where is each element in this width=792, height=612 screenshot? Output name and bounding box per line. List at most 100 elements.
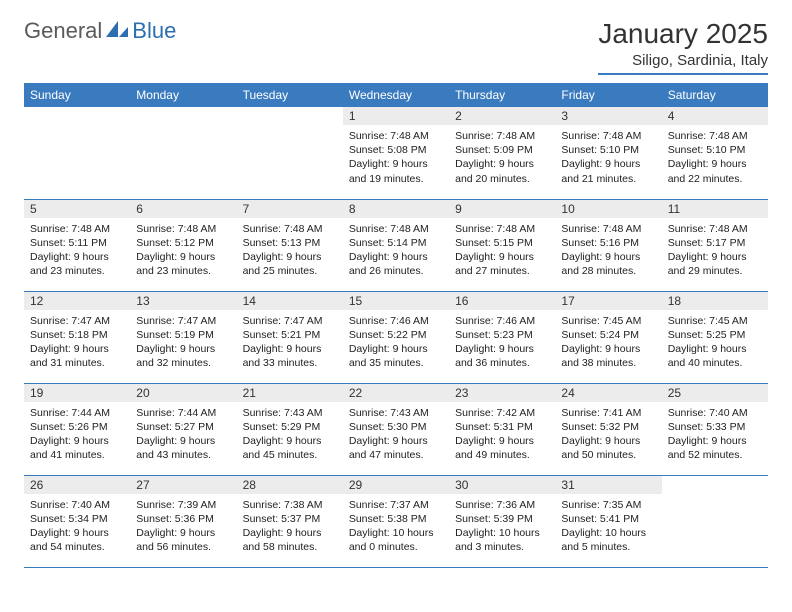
calendar-day-cell: 16Sunrise: 7:46 AMSunset: 5:23 PMDayligh…	[449, 291, 555, 383]
calendar-day-cell: 1Sunrise: 7:48 AMSunset: 5:08 PMDaylight…	[343, 107, 449, 199]
weekday-header: Saturday	[662, 83, 768, 107]
calendar-day-cell: 12Sunrise: 7:47 AMSunset: 5:18 PMDayligh…	[24, 291, 130, 383]
day-details: Sunrise: 7:42 AMSunset: 5:31 PMDaylight:…	[449, 402, 555, 469]
day-number: 19	[24, 384, 130, 402]
day-details: Sunrise: 7:36 AMSunset: 5:39 PMDaylight:…	[449, 494, 555, 561]
day-details: Sunrise: 7:48 AMSunset: 5:14 PMDaylight:…	[343, 218, 449, 285]
calendar-day-cell	[24, 107, 130, 199]
weekday-header: Sunday	[24, 83, 130, 107]
day-details: Sunrise: 7:39 AMSunset: 5:36 PMDaylight:…	[130, 494, 236, 561]
day-details: Sunrise: 7:45 AMSunset: 5:25 PMDaylight:…	[662, 310, 768, 377]
calendar-week-row: 26Sunrise: 7:40 AMSunset: 5:34 PMDayligh…	[24, 475, 768, 567]
calendar-day-cell: 28Sunrise: 7:38 AMSunset: 5:37 PMDayligh…	[237, 475, 343, 567]
day-details: Sunrise: 7:38 AMSunset: 5:37 PMDaylight:…	[237, 494, 343, 561]
brand-text-general: General	[24, 18, 102, 44]
day-number	[237, 107, 343, 125]
calendar-day-cell: 19Sunrise: 7:44 AMSunset: 5:26 PMDayligh…	[24, 383, 130, 475]
day-number	[130, 107, 236, 125]
calendar-day-cell: 22Sunrise: 7:43 AMSunset: 5:30 PMDayligh…	[343, 383, 449, 475]
weekday-header-row: SundayMondayTuesdayWednesdayThursdayFrid…	[24, 83, 768, 107]
day-details: Sunrise: 7:45 AMSunset: 5:24 PMDaylight:…	[555, 310, 661, 377]
day-number: 11	[662, 200, 768, 218]
calendar-day-cell: 9Sunrise: 7:48 AMSunset: 5:15 PMDaylight…	[449, 199, 555, 291]
calendar-day-cell: 5Sunrise: 7:48 AMSunset: 5:11 PMDaylight…	[24, 199, 130, 291]
day-number: 12	[24, 292, 130, 310]
calendar-day-cell: 3Sunrise: 7:48 AMSunset: 5:10 PMDaylight…	[555, 107, 661, 199]
day-number: 30	[449, 476, 555, 494]
calendar-day-cell: 23Sunrise: 7:42 AMSunset: 5:31 PMDayligh…	[449, 383, 555, 475]
day-number: 1	[343, 107, 449, 125]
day-details: Sunrise: 7:40 AMSunset: 5:34 PMDaylight:…	[24, 494, 130, 561]
day-details: Sunrise: 7:48 AMSunset: 5:15 PMDaylight:…	[449, 218, 555, 285]
day-number: 9	[449, 200, 555, 218]
calendar-day-cell: 20Sunrise: 7:44 AMSunset: 5:27 PMDayligh…	[130, 383, 236, 475]
day-number: 14	[237, 292, 343, 310]
header: General Blue January 2025 Siligo, Sardin…	[24, 18, 768, 75]
brand-sail-icon	[104, 19, 130, 44]
day-details: Sunrise: 7:47 AMSunset: 5:18 PMDaylight:…	[24, 310, 130, 377]
day-details: Sunrise: 7:48 AMSunset: 5:09 PMDaylight:…	[449, 125, 555, 192]
day-details: Sunrise: 7:48 AMSunset: 5:11 PMDaylight:…	[24, 218, 130, 285]
day-details: Sunrise: 7:35 AMSunset: 5:41 PMDaylight:…	[555, 494, 661, 561]
day-details: Sunrise: 7:47 AMSunset: 5:19 PMDaylight:…	[130, 310, 236, 377]
calendar-day-cell: 13Sunrise: 7:47 AMSunset: 5:19 PMDayligh…	[130, 291, 236, 383]
calendar-day-cell: 27Sunrise: 7:39 AMSunset: 5:36 PMDayligh…	[130, 475, 236, 567]
calendar-day-cell	[130, 107, 236, 199]
day-details: Sunrise: 7:43 AMSunset: 5:30 PMDaylight:…	[343, 402, 449, 469]
day-details: Sunrise: 7:48 AMSunset: 5:08 PMDaylight:…	[343, 125, 449, 192]
calendar-day-cell: 15Sunrise: 7:46 AMSunset: 5:22 PMDayligh…	[343, 291, 449, 383]
brand-text-blue: Blue	[132, 18, 176, 44]
location-text: Siligo, Sardinia, Italy	[598, 52, 768, 75]
calendar-day-cell: 6Sunrise: 7:48 AMSunset: 5:12 PMDaylight…	[130, 199, 236, 291]
calendar-day-cell: 14Sunrise: 7:47 AMSunset: 5:21 PMDayligh…	[237, 291, 343, 383]
day-details: Sunrise: 7:44 AMSunset: 5:26 PMDaylight:…	[24, 402, 130, 469]
day-details: Sunrise: 7:48 AMSunset: 5:17 PMDaylight:…	[662, 218, 768, 285]
day-number: 27	[130, 476, 236, 494]
day-number: 6	[130, 200, 236, 218]
day-number: 15	[343, 292, 449, 310]
calendar-week-row: 19Sunrise: 7:44 AMSunset: 5:26 PMDayligh…	[24, 383, 768, 475]
day-details: Sunrise: 7:46 AMSunset: 5:22 PMDaylight:…	[343, 310, 449, 377]
day-number	[662, 476, 768, 494]
calendar-day-cell	[662, 475, 768, 567]
calendar-day-cell: 11Sunrise: 7:48 AMSunset: 5:17 PMDayligh…	[662, 199, 768, 291]
day-details: Sunrise: 7:48 AMSunset: 5:10 PMDaylight:…	[555, 125, 661, 192]
day-number: 31	[555, 476, 661, 494]
calendar-day-cell: 8Sunrise: 7:48 AMSunset: 5:14 PMDaylight…	[343, 199, 449, 291]
calendar-body: 1Sunrise: 7:48 AMSunset: 5:08 PMDaylight…	[24, 107, 768, 567]
day-number: 16	[449, 292, 555, 310]
calendar-day-cell: 2Sunrise: 7:48 AMSunset: 5:09 PMDaylight…	[449, 107, 555, 199]
day-details: Sunrise: 7:47 AMSunset: 5:21 PMDaylight:…	[237, 310, 343, 377]
day-number: 13	[130, 292, 236, 310]
day-number: 22	[343, 384, 449, 402]
calendar-week-row: 5Sunrise: 7:48 AMSunset: 5:11 PMDaylight…	[24, 199, 768, 291]
day-details: Sunrise: 7:43 AMSunset: 5:29 PMDaylight:…	[237, 402, 343, 469]
calendar-page: General Blue January 2025 Siligo, Sardin…	[0, 0, 792, 586]
day-number: 18	[662, 292, 768, 310]
calendar-day-cell: 25Sunrise: 7:40 AMSunset: 5:33 PMDayligh…	[662, 383, 768, 475]
calendar-day-cell: 24Sunrise: 7:41 AMSunset: 5:32 PMDayligh…	[555, 383, 661, 475]
day-number: 24	[555, 384, 661, 402]
weekday-header: Thursday	[449, 83, 555, 107]
day-number: 26	[24, 476, 130, 494]
calendar-day-cell: 21Sunrise: 7:43 AMSunset: 5:29 PMDayligh…	[237, 383, 343, 475]
day-number: 17	[555, 292, 661, 310]
day-number: 10	[555, 200, 661, 218]
day-number: 2	[449, 107, 555, 125]
day-details: Sunrise: 7:48 AMSunset: 5:16 PMDaylight:…	[555, 218, 661, 285]
day-details: Sunrise: 7:48 AMSunset: 5:13 PMDaylight:…	[237, 218, 343, 285]
day-number: 4	[662, 107, 768, 125]
calendar-day-cell: 29Sunrise: 7:37 AMSunset: 5:38 PMDayligh…	[343, 475, 449, 567]
day-details: Sunrise: 7:44 AMSunset: 5:27 PMDaylight:…	[130, 402, 236, 469]
day-number: 28	[237, 476, 343, 494]
calendar-week-row: 12Sunrise: 7:47 AMSunset: 5:18 PMDayligh…	[24, 291, 768, 383]
brand-logo: General Blue	[24, 18, 176, 44]
weekday-header: Wednesday	[343, 83, 449, 107]
day-details: Sunrise: 7:37 AMSunset: 5:38 PMDaylight:…	[343, 494, 449, 561]
day-details: Sunrise: 7:46 AMSunset: 5:23 PMDaylight:…	[449, 310, 555, 377]
day-number	[24, 107, 130, 125]
day-number: 25	[662, 384, 768, 402]
calendar-day-cell: 17Sunrise: 7:45 AMSunset: 5:24 PMDayligh…	[555, 291, 661, 383]
calendar-day-cell: 31Sunrise: 7:35 AMSunset: 5:41 PMDayligh…	[555, 475, 661, 567]
day-number: 21	[237, 384, 343, 402]
